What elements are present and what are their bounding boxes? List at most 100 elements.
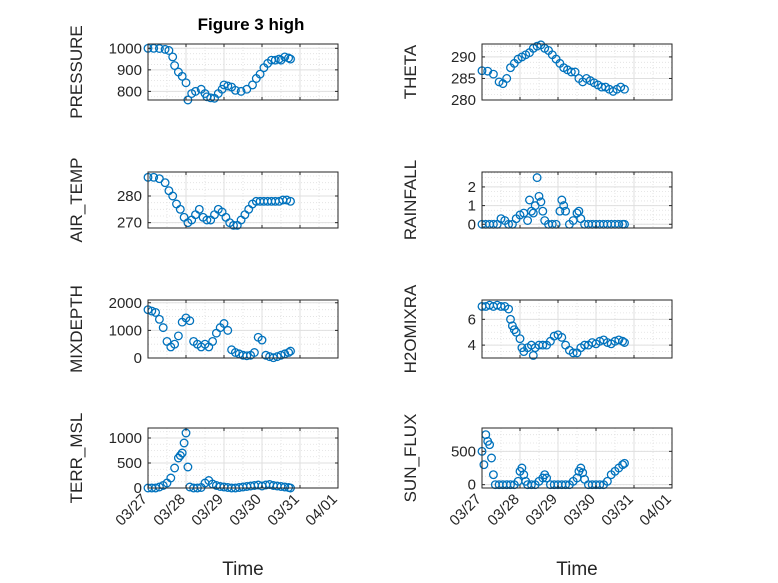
y-axis-label: SUN_FLUX bbox=[401, 414, 420, 503]
data-point bbox=[488, 69, 498, 79]
data-point bbox=[525, 195, 534, 205]
y-tick-label: 290 bbox=[451, 49, 476, 66]
axes-box bbox=[481, 427, 673, 489]
data-point bbox=[276, 350, 286, 360]
data-point bbox=[620, 338, 629, 347]
data-point bbox=[223, 325, 233, 335]
data-point bbox=[272, 352, 282, 362]
y-tick-label: 2000 bbox=[109, 295, 142, 312]
data-point bbox=[570, 67, 580, 77]
axes-box bbox=[147, 171, 339, 229]
y-tick-label: 500 bbox=[117, 455, 142, 472]
data-point bbox=[286, 196, 295, 206]
subplot-5: 0 1000 2000 MIXDEPTH bbox=[67, 285, 339, 373]
data-point bbox=[523, 216, 533, 225]
data-point bbox=[602, 476, 612, 486]
data-point bbox=[532, 173, 542, 183]
data-point bbox=[168, 191, 178, 201]
data-point bbox=[504, 304, 514, 314]
data-point bbox=[255, 69, 265, 79]
data-point bbox=[620, 84, 629, 94]
data-point bbox=[173, 331, 183, 341]
y-tick-label: 4 bbox=[468, 337, 476, 354]
y-tick-label: 285 bbox=[451, 70, 476, 87]
y-axis-label: TERR_MSL bbox=[67, 413, 86, 504]
data-point bbox=[175, 451, 185, 460]
data-point bbox=[177, 71, 187, 81]
data-point bbox=[185, 316, 195, 326]
data-point bbox=[542, 473, 552, 483]
y-axis-label: AIR_TEMP bbox=[67, 157, 86, 242]
data-point bbox=[561, 206, 571, 216]
subplot-3: 270 280 AIR_TEMP bbox=[67, 157, 339, 243]
subplot-1: 800 900 1000 PRESSURE bbox=[67, 25, 339, 119]
y-tick-label: 6 bbox=[468, 311, 476, 328]
data-point bbox=[149, 172, 159, 182]
data-point bbox=[242, 84, 252, 94]
data-point bbox=[568, 348, 578, 358]
subplot-2: 280 285 290 THETA bbox=[401, 40, 673, 109]
data-point bbox=[618, 460, 628, 470]
y-tick-label: 280 bbox=[451, 92, 476, 109]
data-point bbox=[158, 323, 168, 333]
data-point bbox=[538, 340, 548, 350]
y-tick-label: 0 bbox=[134, 350, 142, 367]
data-point bbox=[229, 220, 238, 230]
data-point bbox=[280, 482, 290, 492]
data-point bbox=[618, 336, 628, 346]
subplot-4: 01 2 RAINFALL bbox=[401, 160, 673, 240]
data-point bbox=[511, 327, 521, 337]
axes-box bbox=[147, 299, 339, 359]
data-point bbox=[230, 348, 240, 357]
axes-box bbox=[147, 43, 339, 101]
data-point bbox=[242, 351, 252, 361]
data-point bbox=[223, 81, 233, 91]
data-point bbox=[175, 204, 185, 214]
y-axis-label: RAINFALL bbox=[401, 160, 420, 240]
data-point bbox=[280, 52, 290, 62]
axes-box bbox=[481, 43, 673, 101]
axes-box bbox=[481, 299, 673, 359]
data-point bbox=[160, 44, 170, 54]
y-tick-label: 270 bbox=[117, 215, 142, 232]
subplot-6: 4 6 H2OMIXRA bbox=[401, 284, 673, 373]
data-point bbox=[236, 86, 246, 96]
y-tick-label: 1000 bbox=[109, 40, 142, 57]
data-point bbox=[164, 46, 174, 55]
y-axis-label: THETA bbox=[401, 44, 420, 99]
y-axis-label: H2OMIXRA bbox=[401, 284, 420, 373]
data-point bbox=[206, 93, 216, 103]
data-point bbox=[506, 314, 515, 324]
data-point bbox=[576, 463, 586, 473]
data-point bbox=[230, 85, 240, 95]
x-axis-label: Time bbox=[222, 559, 264, 580]
data-point bbox=[515, 334, 525, 344]
y-tick-label: 1 bbox=[468, 198, 476, 215]
data-point bbox=[170, 61, 180, 70]
data-point bbox=[580, 340, 590, 350]
data-point bbox=[219, 319, 229, 328]
data-point bbox=[557, 195, 567, 205]
y-tick-label: 800 bbox=[117, 83, 142, 100]
data-point bbox=[202, 215, 212, 225]
data-point bbox=[479, 460, 489, 470]
data-point bbox=[488, 470, 498, 480]
axes-box bbox=[147, 427, 339, 489]
data-point bbox=[502, 74, 512, 83]
data-point bbox=[154, 44, 164, 53]
data-point bbox=[179, 438, 189, 448]
y-tick-label: 900 bbox=[117, 62, 142, 79]
data-point bbox=[286, 54, 295, 64]
data-point bbox=[249, 348, 259, 357]
data-point bbox=[257, 335, 267, 345]
data-point bbox=[538, 206, 548, 216]
data-point bbox=[151, 307, 161, 317]
x-axis-label: Time bbox=[556, 559, 598, 580]
data-point bbox=[248, 80, 257, 90]
data-point bbox=[270, 55, 280, 65]
data-point bbox=[177, 448, 187, 458]
plot-area bbox=[148, 300, 338, 358]
data-point bbox=[170, 339, 180, 349]
y-tick-label: 0 bbox=[468, 216, 476, 233]
